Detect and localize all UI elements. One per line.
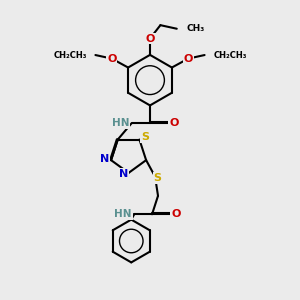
Text: N: N bbox=[118, 169, 128, 179]
Text: HN: HN bbox=[114, 209, 132, 219]
Text: O: O bbox=[107, 54, 116, 64]
Text: CH₂CH₃: CH₂CH₃ bbox=[53, 50, 86, 59]
Text: CH₃: CH₃ bbox=[186, 24, 205, 33]
Text: N: N bbox=[100, 154, 109, 164]
Text: O: O bbox=[184, 54, 193, 64]
Text: CH₂CH₃: CH₂CH₃ bbox=[214, 50, 247, 59]
Text: HN: HN bbox=[112, 118, 129, 128]
Text: S: S bbox=[141, 132, 149, 142]
Text: O: O bbox=[145, 34, 155, 44]
Text: O: O bbox=[169, 118, 178, 128]
Text: O: O bbox=[171, 209, 181, 219]
Text: S: S bbox=[153, 173, 161, 183]
